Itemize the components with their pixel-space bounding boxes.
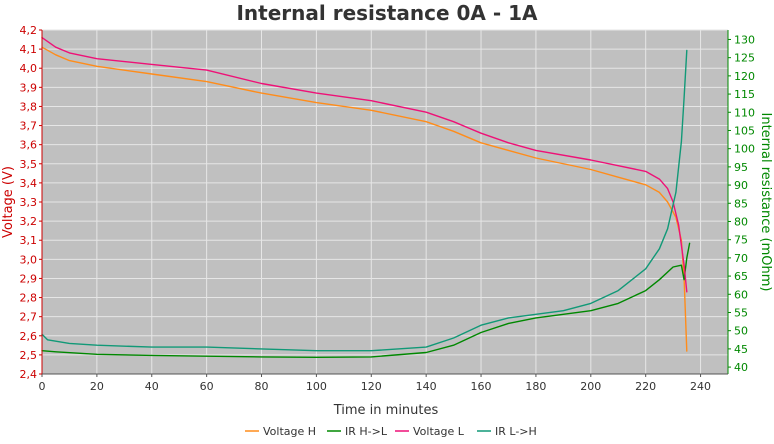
y-left-tick-label: 3,9 (20, 81, 38, 94)
y-left-tick-label: 2,6 (20, 330, 38, 343)
x-tick-label: 220 (635, 380, 656, 393)
grid (41, 29, 728, 375)
x-tick-label: 60 (200, 380, 214, 393)
y-right-tick-label: 45 (734, 343, 748, 356)
y-left-tick-label: 3,8 (20, 100, 38, 113)
y-right-tick-label: 40 (734, 361, 748, 374)
y-right-axis-title: Internal resistance (mOhm) (758, 113, 773, 292)
y-right-tick-label: 50 (734, 325, 748, 338)
x-tick-label: 240 (690, 380, 711, 393)
y-right-tick-label: 100 (734, 143, 755, 156)
y-right-tick-label: 55 (734, 306, 748, 319)
y-left-tick-label: 3,5 (20, 158, 38, 171)
y-left-ticks: 2,4 2,5 2,6 2,7 2,8 2,9 3,0 3,1 3,2 3,3 3,4 3,5 3,6 3… (20, 24, 42, 381)
y-left-tick-label: 3,4 (20, 177, 38, 190)
x-tick-label: 80 (255, 380, 269, 393)
legend-label: Voltage L (413, 425, 465, 438)
y-right-tick-label: 80 (734, 215, 748, 228)
y-left-tick-label: 2,4 (20, 368, 38, 381)
y-left-tick-label: 4,1 (20, 43, 38, 56)
legend-label: IR H->L (345, 425, 388, 438)
y-left-tick-label: 3,3 (20, 196, 38, 209)
y-right-tick-label: 90 (734, 179, 748, 192)
legend-label: Voltage H (263, 425, 316, 438)
y-right-tick-label: 70 (734, 252, 748, 265)
y-left-tick-label: 3,1 (20, 234, 38, 247)
y-left-tick-label: 2,9 (20, 272, 38, 285)
y-left-axis-title: Voltage (V) (1, 166, 16, 238)
x-tick-label: 120 (361, 380, 382, 393)
x-tick-label: 100 (306, 380, 327, 393)
y-right-tick-label: 130 (734, 33, 755, 46)
series-layer (41, 36, 691, 358)
legend: Voltage H IR H->L Voltage L IR L->H (245, 425, 537, 438)
y-left-tick-label: 3,7 (20, 120, 38, 133)
series-line-ir-h-l (41, 242, 691, 358)
y-right-tick-label: 105 (734, 124, 755, 137)
x-tick-label: 200 (580, 380, 601, 393)
x-tick-label: 140 (416, 380, 437, 393)
series-line-voltage-l (41, 36, 688, 293)
y-right-tick-label: 65 (734, 270, 748, 283)
legend-label: IR L->H (495, 425, 537, 438)
y-right-tick-label: 110 (734, 106, 755, 119)
y-left-tick-label: 2,5 (20, 349, 38, 362)
y-left-tick-label: 2,7 (20, 311, 38, 324)
y-left-tick-label: 3,0 (20, 253, 38, 266)
y-left-tick-label: 4,0 (20, 62, 38, 75)
y-right-tick-label: 60 (734, 288, 748, 301)
y-left-tick-label: 4,2 (20, 24, 38, 37)
y-left-tick-label: 3,6 (20, 139, 38, 152)
x-tick-label: 180 (525, 380, 546, 393)
x-tick-label: 160 (471, 380, 492, 393)
series-line-ir-l-h (41, 49, 688, 352)
y-right-tick-label: 115 (734, 88, 755, 101)
y-right-tick-label: 95 (734, 161, 748, 174)
y-right-tick-label: 75 (734, 234, 748, 247)
y-right-tick-label: 125 (734, 52, 755, 65)
y-right-tick-label: 85 (734, 197, 748, 210)
y-left-tick-label: 2,8 (20, 292, 38, 305)
y-left-tick-label: 3,2 (20, 215, 38, 228)
x-axis-title: Time in minutes (333, 403, 439, 418)
chart-title: Internal resistance 0A - 1A (236, 1, 538, 25)
series-line-voltage-h (41, 46, 688, 352)
x-tick-label: 20 (90, 380, 104, 393)
y-right-ticks: 40 45 50 55 60 65 70 75 80 85 90 95 100 105 110 115 120 1… (728, 33, 755, 374)
x-ticks: 0 20 40 60 80 100 120 140 160 180 200 220 240 (39, 374, 711, 393)
x-tick-label: 40 (145, 380, 159, 393)
y-right-tick-label: 120 (734, 70, 755, 83)
x-tick-label: 0 (39, 380, 46, 393)
